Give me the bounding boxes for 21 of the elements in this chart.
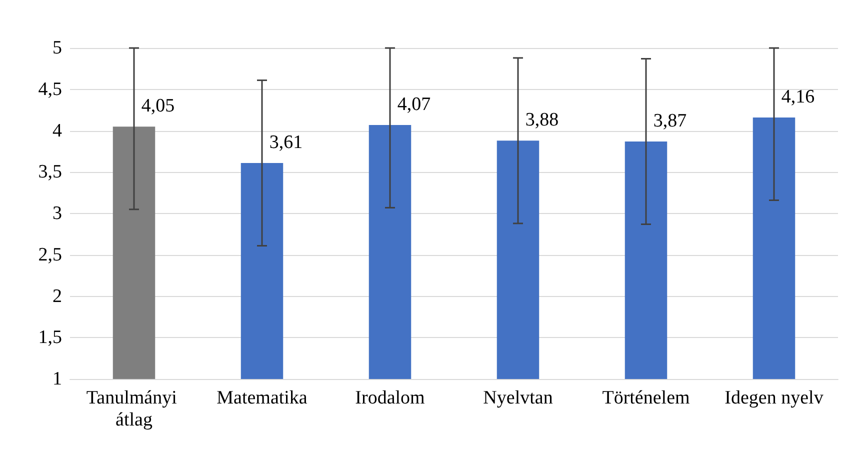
y-tick-label: 1 [52,368,62,390]
data-label: 3,87 [653,110,687,132]
y-tick-label: 2,5 [38,244,62,266]
data-label: 4,07 [397,94,431,115]
data-label: 3,61 [269,132,303,154]
y-tick-label: 2 [52,286,62,307]
data-label: 4,05 [141,96,175,117]
y-tick-label: 4 [52,120,62,142]
x-tick-label: Tanulmányi átlag [86,388,182,430]
x-tick-label: Idegen nyelv [724,388,824,408]
data-label: 4,16 [781,86,815,108]
x-tick-label: Nyelvtan [483,388,554,408]
y-tick-label: 4,5 [38,78,62,100]
y-tick-label: 3,5 [38,162,62,183]
data-label: 3,88 [525,110,559,131]
y-tick-label: 1,5 [38,327,62,348]
y-tick-label: 3 [52,203,62,224]
x-tick-label: Irodalom [355,388,426,408]
x-tick-label: Matematika [216,388,308,408]
x-tick-label: Történelem [602,388,690,408]
y-tick-label: 5 [52,38,62,58]
